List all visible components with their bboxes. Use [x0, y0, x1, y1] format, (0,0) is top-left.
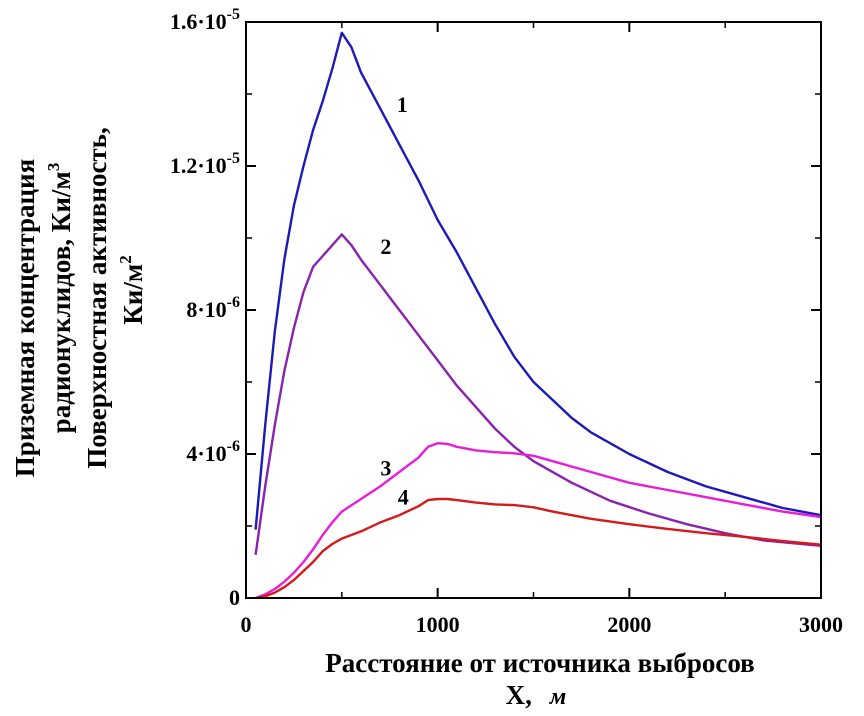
curve-label-3: 3 — [380, 456, 391, 481]
series-line-4 — [255, 497, 822, 600]
x-tick-label: 0 — [241, 612, 252, 637]
x-tick-label: 1000 — [416, 612, 460, 637]
y-tick-label: 8·10-6 — [186, 294, 240, 322]
curve-label-4: 4 — [398, 484, 409, 509]
series-lines — [254, 31, 822, 600]
y-tick-label: 1.6·10-5 — [170, 6, 240, 34]
curve-labels: 1 2 34 — [380, 92, 408, 509]
x-axis-symbol: X, — [506, 680, 532, 710]
y-axis-label-line4-text: Ки/м — [118, 264, 148, 325]
y-tick-exponent: -5 — [227, 150, 240, 167]
axes — [245, 21, 822, 599]
y-axis-label-line1: Приземная концентрация — [10, 159, 40, 477]
y-axis-label-line4: Ки/м2 — [116, 255, 148, 325]
y-axis-label-line4-sup: 2 — [116, 255, 135, 264]
y-tick-mantissa: 0 — [229, 585, 240, 610]
curve-label-2: 2 — [380, 234, 391, 259]
y-tick-exponent: -6 — [227, 294, 240, 311]
y-tick-exponent: -5 — [227, 6, 240, 23]
x-axis-label-line2: X, м — [506, 680, 567, 710]
x-tick-label: 3000 — [799, 612, 843, 637]
y-axis-label-line2: радионуклидов, Ки/м3 — [44, 163, 76, 434]
y-tick-label: 0 — [229, 585, 240, 610]
series-line-2 — [254, 233, 822, 555]
x-axis-label: Расстояние от источника выбросов — [325, 648, 755, 678]
y-tick-mantissa: 1.6·10 — [170, 9, 227, 34]
y-tick-mantissa: 8·10 — [186, 297, 226, 322]
y-tick-label: 4·10-6 — [186, 438, 240, 466]
y-tick-exponent: -6 — [227, 438, 240, 455]
series-line-3 — [255, 442, 822, 600]
series-line-1 — [254, 31, 822, 530]
y-tick-mantissa: 4·10 — [186, 441, 226, 466]
curve-label-1: 1 — [397, 92, 408, 117]
y-tick-labels: 04·10-68·10-61.2·10-51.6·10-5 — [170, 6, 240, 610]
y-tick-mantissa: 1.2·10 — [170, 153, 227, 178]
x-axis-unit: м — [549, 684, 566, 710]
x-tick-labels: 0 1000 2000 3000 — [241, 612, 844, 637]
y-axis-label-line2-sup: 3 — [44, 163, 63, 172]
y-tick-label: 1.2·10-5 — [170, 150, 240, 178]
x-tick-label: 2000 — [607, 612, 651, 637]
plot-frame — [245, 21, 822, 599]
y-axis-label-line3: Поверхностная активность, — [82, 127, 112, 468]
y-axis-label-line2-text: радионуклидов, Ки/м — [46, 171, 76, 433]
